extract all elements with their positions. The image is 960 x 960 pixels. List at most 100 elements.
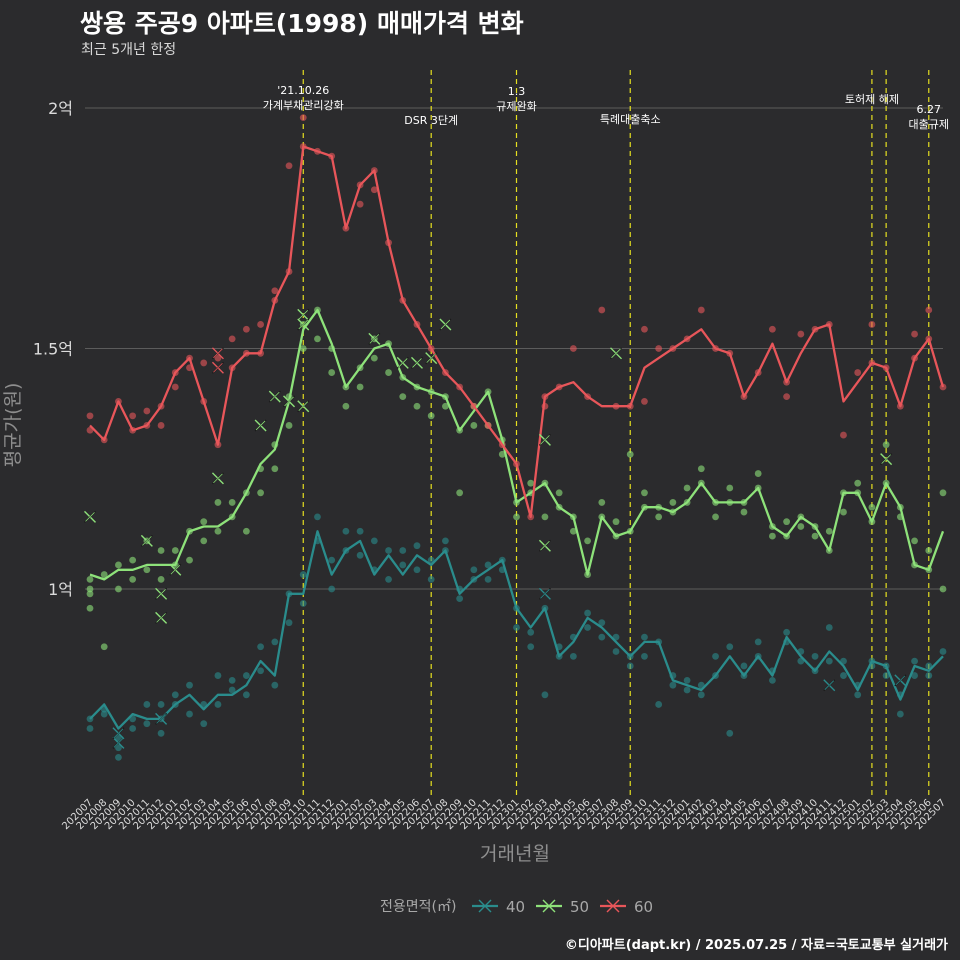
data-point-40 (356, 527, 364, 535)
data-point-40 (569, 652, 577, 660)
data-point-60 (299, 114, 307, 122)
x-axis-label: 거래년월 (480, 843, 550, 865)
data-point-50 (598, 499, 606, 506)
data-point-40 (413, 542, 421, 550)
data-point-50 (840, 508, 847, 516)
data-point-60 (769, 325, 776, 333)
data-point-40 (641, 633, 648, 641)
data-point-40 (100, 710, 108, 718)
data-point-50 (228, 499, 236, 506)
data-point-50 (86, 604, 94, 612)
data-point-40 (754, 638, 762, 646)
event-label: 1.3 (508, 85, 526, 98)
data-point-50 (783, 518, 791, 526)
series-line-60 (89, 145, 945, 519)
legend-label: 60 (634, 898, 653, 916)
data-point-40 (171, 691, 179, 699)
data-point-50 (854, 479, 862, 487)
data-point-60 (143, 407, 151, 415)
data-point-50 (285, 422, 293, 429)
series-line-40 (89, 530, 944, 730)
data-point-40 (242, 691, 250, 699)
y-tick-label: 1억 (48, 580, 73, 599)
chart-subtitle: 최근 5개년 한정 (81, 42, 177, 58)
data-point-40 (598, 633, 606, 641)
data-point-40 (882, 672, 890, 679)
cross-marker-40 (155, 712, 168, 725)
data-point-50 (427, 412, 435, 420)
data-point-50 (626, 450, 634, 458)
data-point-50 (911, 537, 918, 545)
data-point-40 (641, 652, 648, 660)
data-point-40 (470, 566, 478, 574)
series-lines (89, 145, 945, 730)
event-label: 규제완화 (496, 100, 536, 113)
data-point-40 (186, 681, 193, 689)
data-point-40 (854, 691, 862, 699)
data-point-50 (257, 489, 264, 497)
cross-marker-50 (439, 318, 452, 331)
legend-item-60: 60 (600, 898, 653, 916)
data-point-40 (740, 662, 748, 670)
event-label: '21.10.26 (277, 84, 329, 97)
data-point-60 (911, 330, 918, 338)
data-point-50 (797, 523, 805, 530)
data-point-60 (641, 325, 648, 333)
data-point-60 (214, 354, 222, 362)
data-point-40 (726, 643, 734, 651)
data-point-60 (356, 200, 364, 208)
data-point-40 (527, 628, 535, 636)
data-point-50 (641, 489, 648, 497)
data-point-40 (129, 725, 137, 732)
cross-marker-40 (538, 587, 551, 600)
data-point-50 (456, 489, 464, 497)
data-point-40 (825, 624, 833, 631)
data-point-40 (115, 744, 122, 752)
data-point-50 (86, 575, 94, 583)
cross-marker-40 (112, 727, 125, 740)
data-point-40 (484, 575, 492, 583)
data-point-40 (328, 556, 336, 564)
data-point-50 (470, 422, 478, 429)
y-tick-label: 2억 (48, 99, 73, 118)
data-point-40 (442, 537, 449, 545)
data-point-60 (697, 306, 705, 314)
data-point-50 (683, 484, 691, 492)
data-point-40 (143, 701, 151, 708)
data-point-60 (257, 321, 264, 328)
data-point-50 (100, 643, 108, 651)
data-point-50 (925, 547, 933, 554)
cross-marker-50 (155, 611, 168, 624)
data-point-40 (626, 662, 634, 670)
data-point-60 (285, 162, 293, 170)
data-point-40 (385, 547, 392, 554)
data-point-50 (541, 513, 549, 521)
source-credit: ©디아파트(dapt.kr) / 2025.07.25 / 자료=국토교통부 실… (564, 938, 948, 953)
cross-marker-50 (297, 308, 310, 321)
data-point-40 (242, 672, 250, 679)
data-point-40 (669, 681, 677, 689)
data-point-40 (840, 672, 847, 679)
data-point-50 (769, 532, 776, 540)
data-point-60 (228, 335, 236, 343)
data-point-50 (328, 369, 336, 376)
cross-marker-50 (610, 347, 623, 360)
data-point-40 (299, 571, 307, 578)
data-point-50 (100, 571, 108, 578)
data-point-60 (200, 359, 208, 367)
data-point-40 (157, 701, 165, 708)
data-point-50 (356, 383, 364, 391)
data-point-40 (356, 551, 364, 559)
data-point-50 (314, 335, 321, 343)
data-point-50 (143, 566, 151, 574)
cross-marker-50 (880, 453, 893, 466)
cross-marker-40 (112, 736, 125, 749)
data-point-50 (882, 441, 890, 449)
data-point-50 (86, 590, 94, 598)
data-point-60 (840, 431, 847, 439)
data-point-40 (328, 585, 336, 593)
data-point-50 (712, 513, 719, 521)
data-point-40 (271, 681, 279, 689)
data-point-40 (200, 720, 208, 728)
